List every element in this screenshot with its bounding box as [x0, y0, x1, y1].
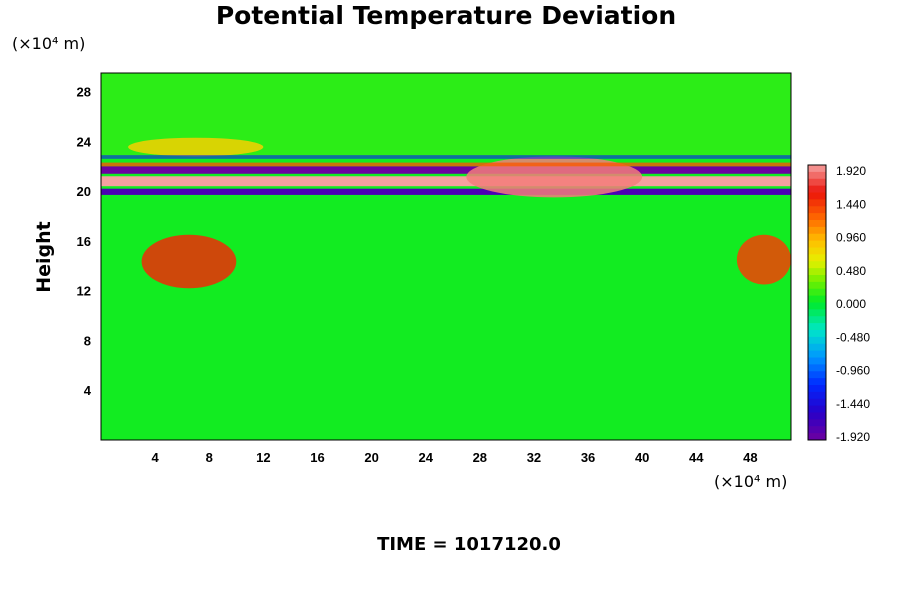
y-axis-ticks: 4 8 12 16 20 24 28 — [77, 85, 92, 399]
x-tick-label: 28 — [473, 450, 487, 465]
colorbar-swatch — [808, 213, 826, 221]
y-tick-label: 8 — [84, 333, 91, 348]
colorbar-tick-label: 0.960 — [836, 231, 866, 245]
colorbar-swatch — [808, 165, 826, 173]
chart-title: Potential Temperature Deviation — [216, 1, 676, 30]
x-tick-label: 32 — [527, 450, 541, 465]
colorbar-swatch — [808, 233, 826, 242]
colorbar-swatch — [808, 357, 826, 365]
plot-frame — [100, 72, 792, 441]
colorbar-swatch — [808, 199, 826, 207]
colorbar-swatch — [808, 343, 826, 352]
heatmap-feature-4 — [141, 234, 237, 289]
x-tick-label: 44 — [689, 450, 704, 465]
heatmap-fringe-cold — [101, 155, 791, 159]
x-tick-label: 36 — [581, 450, 595, 465]
colorbar-swatch — [808, 275, 826, 283]
colorbar-swatch — [808, 247, 826, 255]
colorbar-swatch — [808, 226, 826, 235]
colorbar-swatch — [808, 302, 826, 310]
x-tick-label: 8 — [206, 450, 213, 465]
colorbar-swatch — [808, 309, 826, 317]
heatmap-feature-5 — [736, 234, 791, 285]
colorbar-swatch — [808, 398, 826, 407]
colorbar-swatch — [808, 281, 826, 290]
colorbar-swatch — [808, 371, 826, 379]
y-tick-label: 12 — [77, 284, 91, 299]
colorbar-swatch — [808, 391, 826, 400]
colorbar-swatch — [808, 254, 826, 262]
colorbar-swatch — [808, 336, 826, 345]
colorbar-swatch — [808, 220, 826, 228]
y-tick-label: 16 — [77, 234, 91, 249]
colorbar-swatch — [808, 378, 826, 386]
colorbar-swatch — [808, 433, 826, 441]
colorbar-swatch — [808, 268, 826, 276]
colorbar-swatch — [808, 419, 826, 427]
colorbar-swatch — [808, 323, 826, 331]
colorbar-frame — [807, 164, 827, 441]
colorbar-swatch — [808, 330, 826, 338]
colorbar — [807, 164, 827, 441]
heatmap-feature-0 — [101, 176, 791, 187]
colorbar-tick-label: 0.000 — [836, 297, 866, 311]
colorbar-swatch — [808, 426, 826, 434]
y-tick-label: 28 — [77, 85, 91, 100]
colorbar-swatch — [808, 261, 826, 269]
colorbar-tick-label: -0.960 — [836, 364, 870, 378]
x-tick-label: 12 — [256, 450, 270, 465]
colorbar-swatch — [808, 192, 826, 200]
colorbar-swatch — [808, 412, 826, 420]
x-tick-label: 40 — [635, 450, 649, 465]
y-tick-label: 20 — [77, 184, 91, 199]
colorbar-ticks: 1.920 1.440 0.960 0.480 0.000 -0.480 -0.960 -1.… — [836, 164, 870, 444]
colorbar-swatch — [808, 185, 826, 193]
colorbar-swatch — [808, 206, 826, 214]
x-tick-label: 4 — [152, 450, 160, 465]
colorbar-tick-label: 0.480 — [836, 264, 866, 278]
time-label: TIME = 1017120.0 — [377, 534, 561, 555]
colorbar-swatch — [808, 240, 826, 248]
y-tick-label: 24 — [77, 134, 92, 149]
colorbar-swatch — [808, 350, 826, 358]
colorbar-swatch — [808, 364, 826, 372]
y-axis-unit-label: (×10⁴ m) — [12, 34, 85, 53]
colorbar-swatch — [808, 405, 826, 413]
colorbar-swatch — [808, 385, 826, 393]
heatmap-fringe-warm — [101, 162, 791, 167]
heatmap-feature-3 — [128, 137, 264, 157]
y-tick-label: 4 — [84, 383, 92, 398]
x-tick-label: 16 — [310, 450, 324, 465]
colorbar-swatch — [808, 295, 826, 303]
colorbar-swatch — [808, 171, 826, 180]
x-axis-ticks: 4 8 12 16 20 24 28 32 36 40 44 48 — [152, 450, 758, 465]
colorbar-swatch — [808, 288, 826, 297]
colorbar-tick-label: 1.440 — [836, 197, 866, 211]
heatmap-feature-1 — [101, 166, 791, 174]
heatmap-feature-2 — [101, 188, 791, 195]
x-tick-label: 20 — [364, 450, 378, 465]
colorbar-swatch — [808, 316, 826, 324]
x-tick-label: 24 — [418, 450, 433, 465]
y-axis-label: Height — [33, 221, 55, 293]
colorbar-tick-label: -1.440 — [836, 397, 870, 411]
colorbar-tick-label: 1.920 — [836, 164, 866, 178]
x-tick-label: 48 — [743, 450, 757, 465]
colorbar-swatch — [808, 178, 826, 187]
heatmap-plot-area — [101, 73, 791, 440]
x-axis-unit-label: (×10⁴ m) — [714, 472, 787, 491]
colorbar-tick-label: -1.920 — [836, 430, 870, 444]
heatmap-feature-6 — [466, 156, 643, 198]
colorbar-tick-label: -0.480 — [836, 330, 870, 344]
